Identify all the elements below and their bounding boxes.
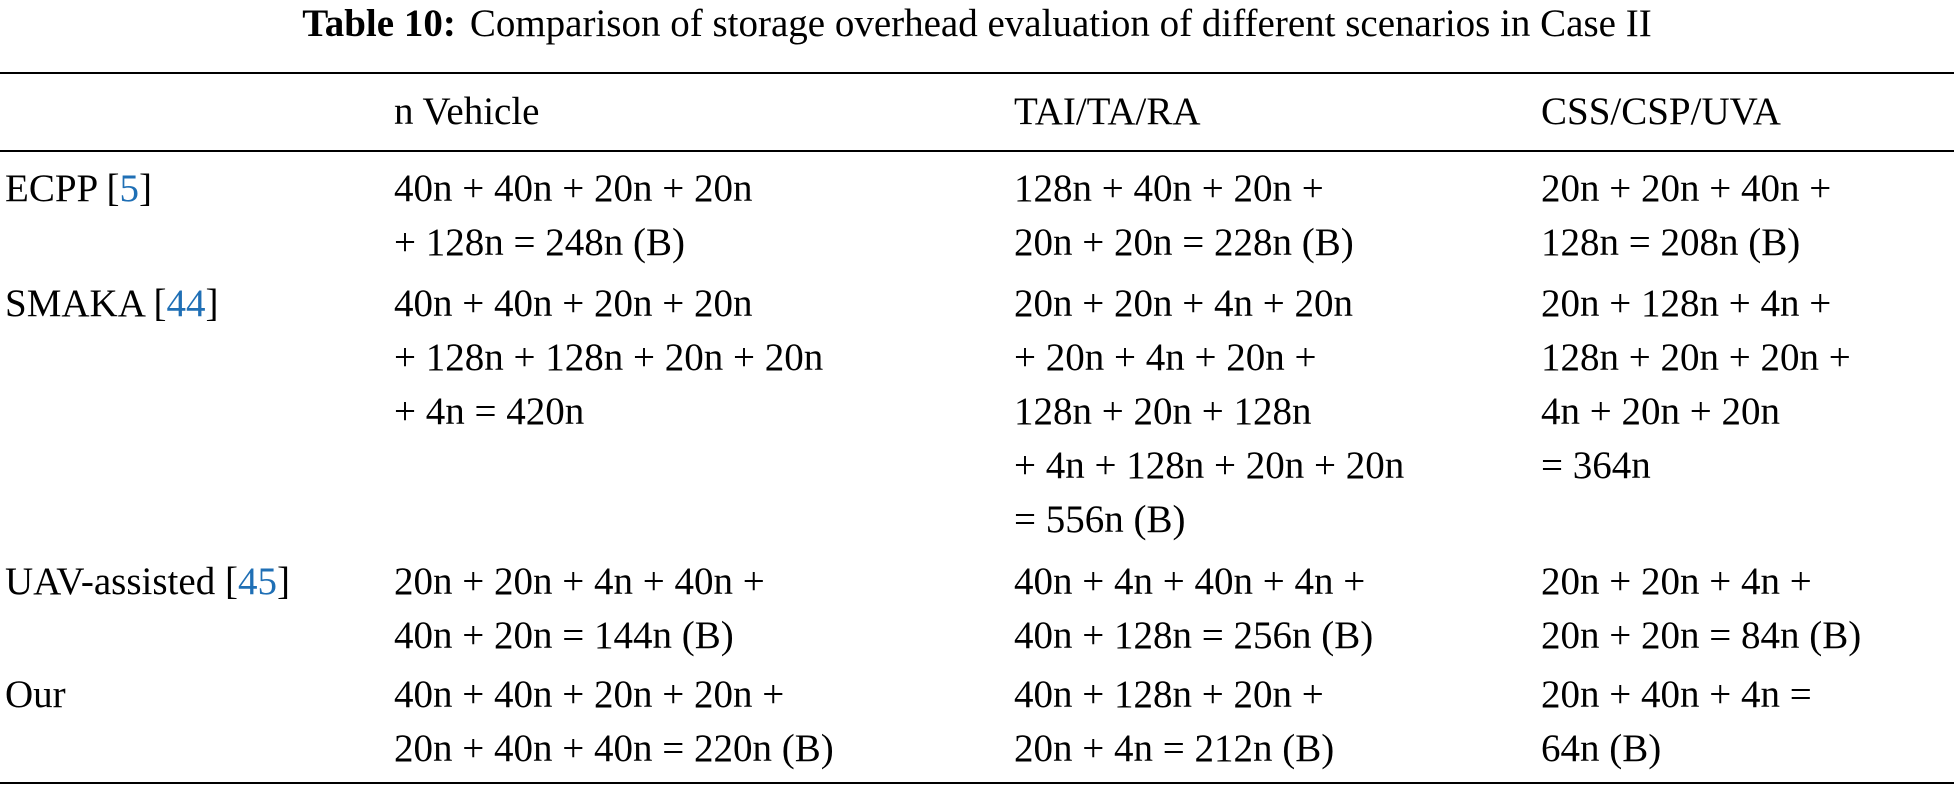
vehicle-cell: 40n + 40n + 20n + 20n + 20n + 40n + 40n …	[394, 673, 834, 770]
row-scheme: SMAKA [44]	[5, 282, 219, 325]
css-cell: 20n + 128n + 4n + 128n + 20n + 20n + 4n …	[1541, 282, 1851, 487]
row-scheme: ECPP [5]	[5, 167, 153, 210]
header-rule	[0, 150, 1954, 152]
citation-link[interactable]: 45	[237, 560, 277, 603]
tai-cell: 40n + 128n + 20n + 20n + 4n = 212n (B)	[1014, 673, 1335, 770]
top-rule	[0, 72, 1954, 74]
vehicle-cell: 20n + 20n + 4n + 40n + 40n + 20n = 144n …	[394, 560, 765, 657]
tai-cell: 20n + 20n + 4n + 20n + 20n + 4n + 20n + …	[1014, 282, 1405, 541]
bottom-rule	[0, 782, 1954, 784]
citation-link[interactable]: 44	[166, 282, 206, 325]
tai-cell: 128n + 40n + 20n + 20n + 20n = 228n (B)	[1014, 167, 1354, 264]
table-title: Comparison of storage overhead evaluatio…	[469, 2, 1652, 45]
css-cell: 20n + 20n + 40n + 128n = 208n (B)	[1541, 167, 1832, 264]
tai-cell: 40n + 4n + 40n + 4n + 40n + 128n = 256n …	[1014, 560, 1374, 657]
citation-link[interactable]: 5	[119, 167, 140, 210]
table-caption: Table 10: Comparison of storage overhead …	[0, 2, 1954, 46]
header-tai: TAI/TA/RA	[1014, 90, 1201, 133]
css-cell: 20n + 20n + 4n + 20n + 20n = 84n (B)	[1541, 560, 1862, 657]
vehicle-cell: 40n + 40n + 20n + 20n + 128n = 248n (B)	[394, 167, 753, 264]
header-css: CSS/CSP/UVA	[1541, 90, 1781, 133]
row-scheme: UAV-assisted [45]	[5, 560, 290, 603]
row-scheme: Our	[5, 673, 66, 716]
table-label: Table 10:	[302, 2, 456, 45]
css-cell: 20n + 40n + 4n = 64n (B)	[1541, 673, 1812, 770]
header-vehicle: n Vehicle	[394, 90, 540, 133]
vehicle-cell: 40n + 40n + 20n + 20n + 128n + 128n + 20…	[394, 282, 824, 433]
